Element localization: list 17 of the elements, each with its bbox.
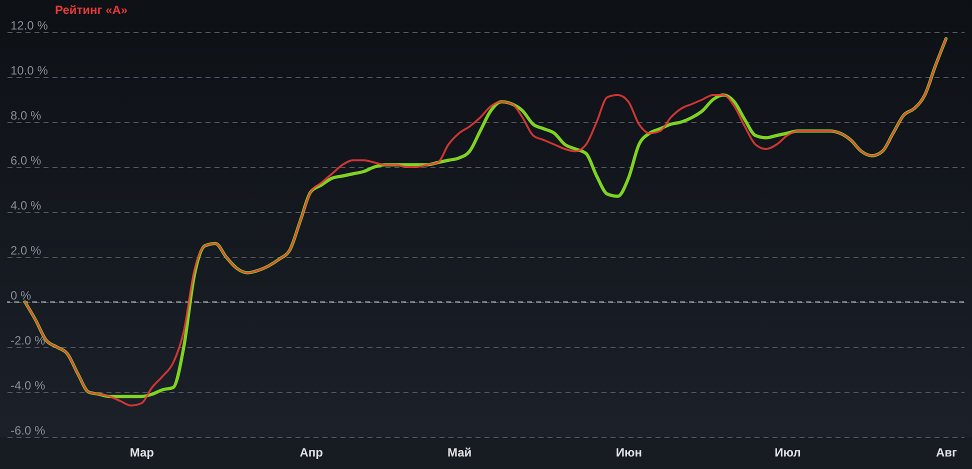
x-tick-label: Июн (616, 446, 642, 460)
y-tick-label: 10.0 % (10, 64, 48, 78)
y-tick-label: 2.0 % (10, 244, 42, 258)
y-tick-label: -2.0 % (10, 334, 46, 348)
y-tick-label: -4.0 % (10, 378, 46, 392)
x-tick-label: Мар (130, 446, 154, 460)
y-tick-label: -6.0 % (10, 424, 46, 438)
y-tick-label: 4.0 % (10, 198, 42, 212)
x-tick-label: Июл (774, 446, 801, 460)
y-tick-label: 6.0 % (10, 154, 42, 168)
y-tick-label: 12.0 % (10, 18, 48, 32)
y-tick-label: 0 % (10, 288, 32, 302)
y-tick-label: 8.0 % (10, 108, 42, 122)
x-tick-label: Авг (936, 446, 958, 460)
x-tick-label: Апр (300, 446, 323, 460)
chart-title: Рейтинг «А» (55, 3, 128, 17)
x-tick-label: Май (447, 446, 472, 460)
